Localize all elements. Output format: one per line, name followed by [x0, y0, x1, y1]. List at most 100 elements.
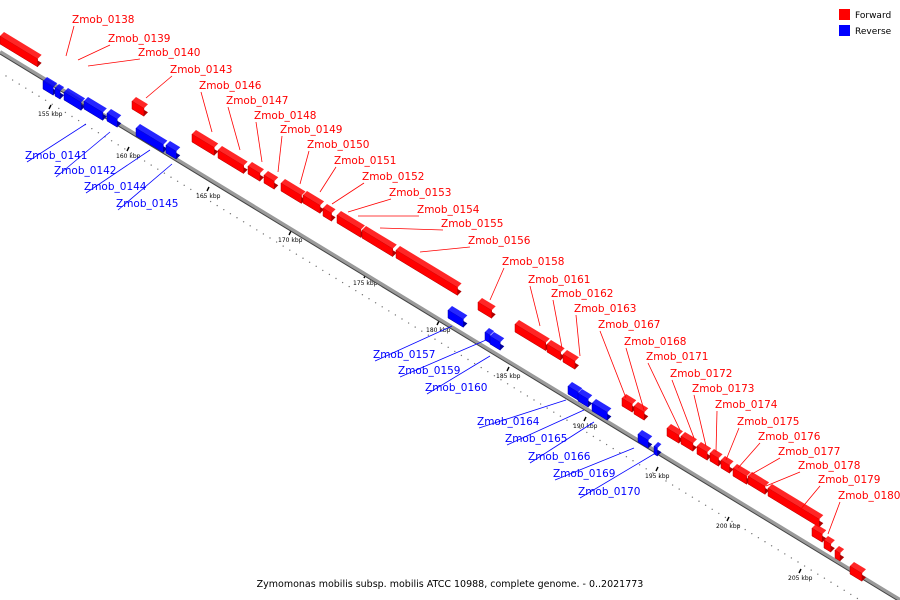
reverse-gene[interactable]: [577, 389, 593, 408]
gene-label-zmob_0168[interactable]: Zmob_0168: [624, 336, 686, 411]
forward-gene[interactable]: [477, 298, 496, 319]
gene-label-zmob_0140[interactable]: Zmob_0140: [87, 47, 200, 67]
forward-gene[interactable]: [546, 340, 565, 361]
forward-gene[interactable]: [562, 350, 579, 370]
reverse-gene[interactable]: [637, 430, 653, 449]
reverse-gene[interactable]: [489, 332, 505, 351]
gene-label-zmob_0151[interactable]: Zmob_0151: [319, 155, 396, 193]
gene-label-zmob_0156[interactable]: Zmob_0156: [419, 235, 531, 253]
gene-id: Zmob_0145: [116, 198, 178, 210]
gene-id: Zmob_0179: [818, 474, 880, 486]
forward-gene[interactable]: [302, 191, 325, 214]
forward-gene[interactable]: [191, 130, 219, 156]
gene-label-zmob_0166[interactable]: Zmob_0166: [528, 421, 595, 464]
gene-label-zmob_0152[interactable]: Zmob_0152: [331, 171, 424, 205]
gene-label-zmob_0155[interactable]: Zmob_0155: [379, 218, 503, 231]
gene-label-zmob_0149[interactable]: Zmob_0149: [277, 124, 342, 173]
gene-id: Zmob_0138: [72, 14, 134, 26]
leader-line: [200, 91, 213, 133]
forward-gene[interactable]: [696, 442, 712, 461]
gene-label-zmob_0175[interactable]: Zmob_0175: [725, 416, 799, 461]
forward-gene[interactable]: [514, 320, 550, 352]
reverse-gene[interactable]: [106, 109, 122, 128]
gene-id: Zmob_0149: [280, 124, 342, 136]
leader-line: [478, 399, 567, 429]
gene-label-zmob_0142[interactable]: Zmob_0142: [54, 131, 116, 178]
reverse-gene[interactable]: [165, 141, 181, 160]
gene-id: Zmob_0159: [398, 365, 460, 377]
gene-label-zmob_0169[interactable]: Zmob_0169: [553, 447, 635, 481]
leader-line: [529, 285, 541, 327]
gene-label-zmob_0170[interactable]: Zmob_0170: [578, 453, 655, 499]
gene-label-zmob_0150[interactable]: Zmob_0150: [299, 139, 369, 185]
forward-gene[interactable]: [131, 97, 148, 117]
gene-label-zmob_0180[interactable]: Zmob_0180: [827, 490, 900, 535]
reverse-gene[interactable]: [135, 124, 168, 154]
gene-label-zmob_0160[interactable]: Zmob_0160: [425, 355, 491, 395]
gene-label-zmob_0161[interactable]: Zmob_0161: [528, 274, 590, 327]
forward-gene[interactable]: [361, 226, 397, 258]
gene-label-zmob_0146[interactable]: Zmob_0146: [199, 80, 262, 133]
gene-label-zmob_0178[interactable]: Zmob_0178: [765, 460, 860, 487]
gene-label-zmob_0144[interactable]: Zmob_0144: [84, 149, 151, 194]
gene-label-zmob_0141[interactable]: Zmob_0141: [25, 123, 87, 163]
gene-label-zmob_0158[interactable]: Zmob_0158: [489, 256, 564, 301]
leader-line: [647, 362, 681, 431]
forward-gene[interactable]: [823, 536, 835, 553]
reverse-gene[interactable]: [447, 306, 468, 328]
gene-label-zmob_0179[interactable]: Zmob_0179: [799, 474, 880, 511]
leader-line: [26, 123, 87, 163]
forward-gene[interactable]: [322, 204, 336, 222]
gene-label-zmob_0173[interactable]: Zmob_0173: [692, 383, 754, 447]
gene-label-zmob_0174[interactable]: Zmob_0174: [715, 399, 778, 453]
gene-label-zmob_0165[interactable]: Zmob_0165: [505, 409, 585, 446]
forward-gene[interactable]: [732, 464, 751, 485]
gene-label-zmob_0143[interactable]: Zmob_0143: [145, 64, 232, 99]
gene-track: [0, 32, 866, 582]
gene-label-zmob_0162[interactable]: Zmob_0162: [551, 288, 613, 349]
forward-gene[interactable]: [0, 32, 42, 68]
forward-gene[interactable]: [633, 402, 649, 421]
forward-gene[interactable]: [834, 546, 845, 562]
gene-label-zmob_0138[interactable]: Zmob_0138: [65, 14, 134, 57]
gene-label-zmob_0176[interactable]: Zmob_0176: [737, 431, 821, 469]
leader-line: [506, 409, 585, 446]
legend: Forward Reverse: [839, 9, 892, 37]
leader-line: [374, 325, 453, 362]
forward-gene[interactable]: [720, 456, 734, 474]
gene-id: Zmob_0173: [692, 383, 754, 395]
forward-gene[interactable]: [263, 171, 279, 190]
gene-label-zmob_0163[interactable]: Zmob_0163: [574, 303, 636, 357]
forward-gene[interactable]: [395, 246, 462, 296]
reverse-gene[interactable]: [54, 84, 65, 100]
gene-label-zmob_0171[interactable]: Zmob_0171: [646, 351, 708, 431]
forward-gene[interactable]: [680, 432, 697, 452]
reverse-gene[interactable]: [63, 88, 86, 111]
forward-gene[interactable]: [811, 524, 827, 543]
reverse-gene[interactable]: [42, 77, 58, 96]
forward-gene[interactable]: [709, 449, 723, 467]
forward-gene[interactable]: [280, 179, 306, 204]
gene-label-zmob_0159[interactable]: Zmob_0159: [398, 339, 487, 378]
forward-gene[interactable]: [849, 562, 866, 582]
gene-label-zmob_0164[interactable]: Zmob_0164: [477, 399, 567, 429]
forward-gene[interactable]: [336, 211, 365, 238]
gene-label-zmob_0147[interactable]: Zmob_0147: [226, 95, 288, 151]
gene-label-zmob_0148[interactable]: Zmob_0148: [254, 110, 316, 163]
forward-gene[interactable]: [217, 146, 248, 175]
gene-label-zmob_0177[interactable]: Zmob_0177: [751, 446, 840, 475]
forward-gene[interactable]: [247, 162, 264, 182]
gene-label-zmob_0172[interactable]: Zmob_0172: [670, 368, 732, 439]
gene-label-zmob_0167[interactable]: Zmob_0167: [598, 319, 660, 399]
forward-gene[interactable]: [767, 484, 824, 528]
gene-label-zmob_0145[interactable]: Zmob_0145: [116, 163, 178, 211]
reverse-gene[interactable]: [591, 399, 612, 421]
gene-label-zmob_0139[interactable]: Zmob_0139: [77, 33, 170, 61]
reverse-gene[interactable]: [653, 442, 662, 457]
forward-gene[interactable]: [666, 424, 683, 444]
reverse-gene[interactable]: [83, 97, 107, 121]
gene-label-zmob_0153[interactable]: Zmob_0153: [347, 187, 451, 213]
gene-label-zmob_0157[interactable]: Zmob_0157: [373, 325, 453, 362]
gene-label-zmob_0154[interactable]: Zmob_0154: [358, 204, 480, 217]
forward-gene[interactable]: [747, 472, 770, 495]
